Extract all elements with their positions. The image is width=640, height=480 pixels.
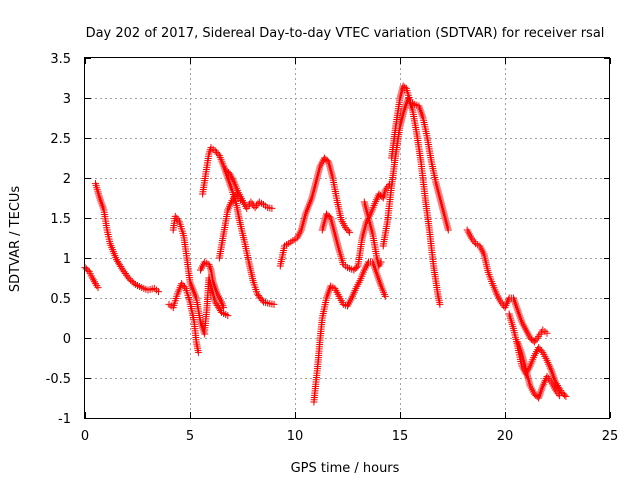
data-point bbox=[194, 348, 202, 356]
series-seg13 bbox=[360, 198, 385, 270]
data-point bbox=[381, 292, 389, 300]
data-point bbox=[124, 273, 132, 281]
series-seg2 bbox=[92, 180, 162, 296]
data-point bbox=[94, 284, 102, 292]
data-point bbox=[377, 258, 385, 266]
data-point bbox=[180, 283, 188, 291]
data-point bbox=[119, 266, 127, 274]
data-points bbox=[81, 82, 570, 406]
data-point bbox=[224, 312, 232, 320]
y-tick-label: 0 bbox=[63, 332, 71, 347]
x-tick-label: 10 bbox=[287, 429, 304, 444]
data-point bbox=[543, 329, 551, 337]
y-tick-label: 1.5 bbox=[50, 212, 71, 227]
x-tick-label: 5 bbox=[186, 429, 194, 444]
data-point bbox=[537, 347, 545, 355]
y-tick-label: 2.5 bbox=[50, 132, 71, 147]
data-point bbox=[130, 279, 138, 287]
data-point bbox=[206, 264, 214, 272]
y-tick-label: -1 bbox=[58, 412, 71, 427]
y-tick-label: 0.5 bbox=[50, 292, 71, 307]
series-seg11 bbox=[310, 258, 389, 406]
x-tick-label: 0 bbox=[81, 429, 89, 444]
data-point bbox=[155, 288, 162, 296]
data-point bbox=[561, 391, 568, 399]
series-seg5 bbox=[197, 258, 228, 312]
plot-frame bbox=[84, 57, 610, 419]
data-point bbox=[344, 227, 352, 235]
data-point bbox=[268, 204, 276, 212]
chart-title: Day 202 of 2017, Sidereal Day-to-day VTE… bbox=[86, 26, 605, 41]
data-point bbox=[120, 268, 128, 276]
data-point bbox=[121, 270, 129, 278]
series-seg12 bbox=[318, 180, 393, 274]
series-seg4 bbox=[169, 212, 209, 338]
series-seg18 bbox=[505, 310, 570, 400]
data-point bbox=[346, 228, 354, 236]
y-tick-label: -0.5 bbox=[46, 372, 71, 387]
y-axis-label: SDTVAR / TECUs bbox=[8, 186, 23, 293]
x-tick-label: 20 bbox=[497, 429, 514, 444]
series-seg15 bbox=[388, 82, 452, 234]
y-tick-label: 3.5 bbox=[50, 52, 71, 67]
series-seg6 bbox=[201, 274, 232, 334]
x-tick-label: 15 bbox=[392, 429, 409, 444]
data-point bbox=[353, 263, 361, 271]
series-seg14 bbox=[379, 94, 444, 308]
x-axis-label: GPS time / hours bbox=[291, 461, 400, 476]
series-seg10 bbox=[276, 154, 354, 270]
axis-ticks: 0 5 10 15 20 25 -1 -0.5 0 0.5 1 1.5 2 2.5 3 3.5 bbox=[46, 52, 619, 444]
data-point bbox=[436, 300, 444, 308]
y-tick-label: 2 bbox=[63, 172, 71, 187]
series-seg16 bbox=[463, 226, 551, 346]
y-tick-label: 3 bbox=[63, 92, 71, 107]
data-point bbox=[444, 226, 452, 234]
x-tick-label: 25 bbox=[602, 429, 619, 444]
series-seg3 bbox=[165, 280, 202, 356]
data-point bbox=[214, 150, 222, 158]
data-point bbox=[270, 300, 278, 308]
series-seg9 bbox=[222, 166, 276, 212]
data-point bbox=[123, 271, 131, 279]
y-tick-label: 1 bbox=[63, 252, 71, 267]
series-seg8 bbox=[215, 190, 244, 262]
data-point bbox=[562, 392, 570, 400]
